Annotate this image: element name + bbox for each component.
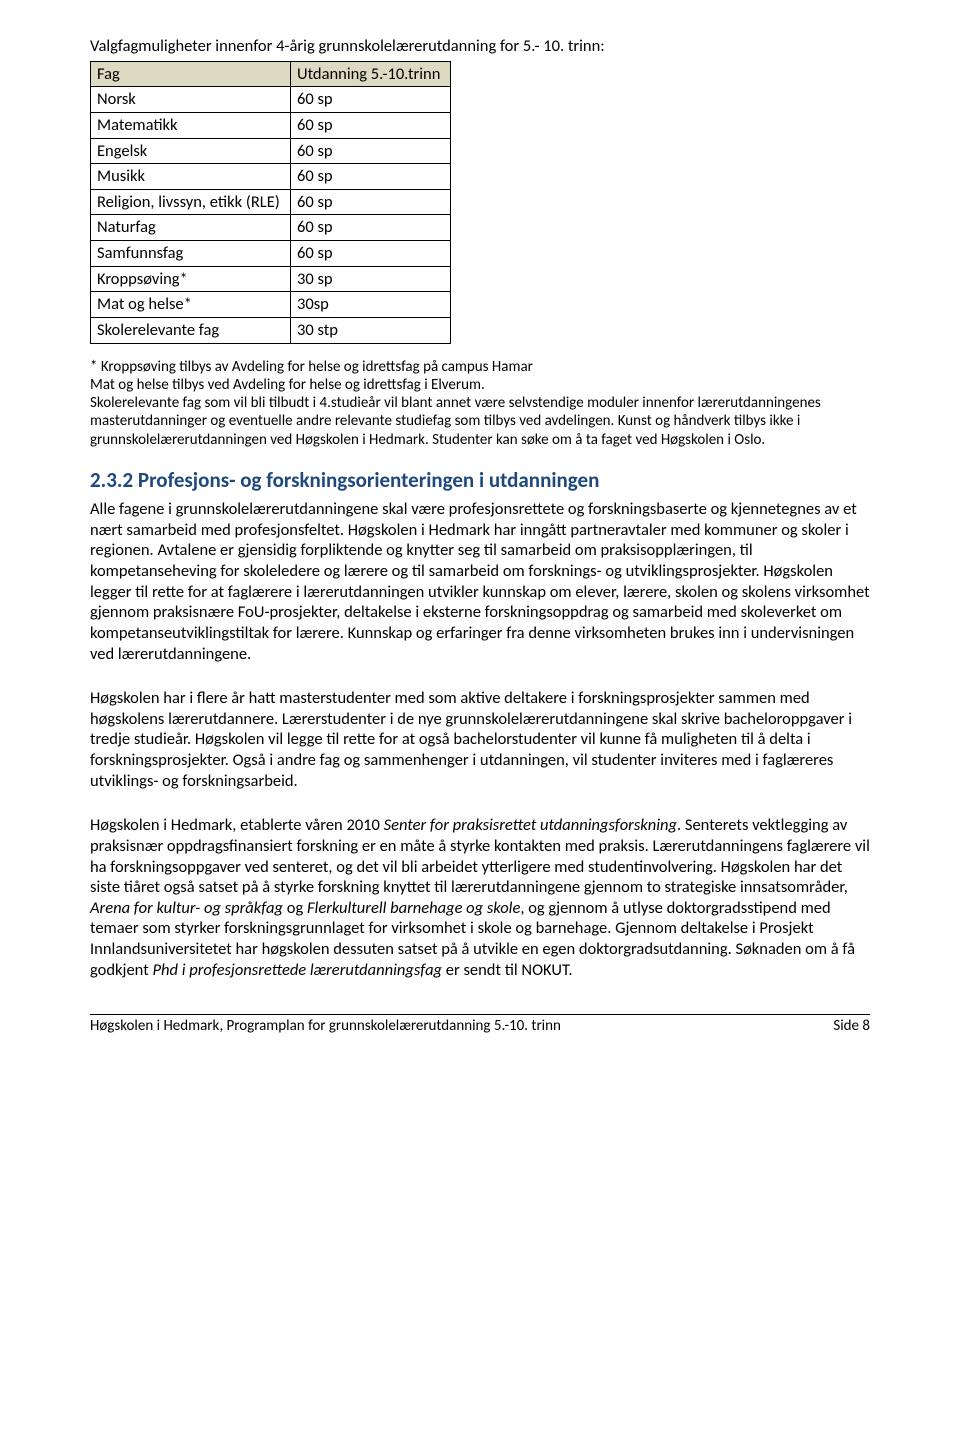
table-row: Samfunnsfag60 sp <box>91 241 451 267</box>
italic-run: Senter for praksisrettet utdanningsforsk… <box>384 815 677 835</box>
table-cell-value: 60 sp <box>291 215 451 241</box>
table-cell-value: 30 sp <box>291 266 451 292</box>
table-header-value: Utdanning 5.-10.trinn <box>291 61 451 87</box>
italic-run: Phd i profesjonsrettede lærerutdanningsf… <box>152 960 442 980</box>
footer-left: Høgskolen i Hedmark, Programplan for gru… <box>90 1017 561 1036</box>
table-cell-subject: Religion, livssyn, etikk (RLE) <box>91 189 291 215</box>
table-cell-subject: Engelsk <box>91 138 291 164</box>
table-row: Mat og helse*30sp <box>91 292 451 318</box>
table-row: Religion, livssyn, etikk (RLE)60 sp <box>91 189 451 215</box>
table-cell-value: 30sp <box>291 292 451 318</box>
table-cell-subject: Kroppsøving* <box>91 266 291 292</box>
table-cell-subject: Mat og helse* <box>91 292 291 318</box>
table-cell-value: 60 sp <box>291 138 451 164</box>
table-cell-value: 60 sp <box>291 189 451 215</box>
table-row: Kroppsøving*30 sp <box>91 266 451 292</box>
body-paragraph: Høgskolen har i flere år hatt masterstud… <box>90 688 870 791</box>
document-page: Valgfagmuligheter innenfor 4-årig grunns… <box>0 0 960 1056</box>
table-row: Skolerelevante fag30 stp <box>91 317 451 343</box>
italic-run: Flerkulturell barnehage og skole <box>307 898 520 918</box>
table-header-row: Fag Utdanning 5.-10.trinn <box>91 61 451 87</box>
footer-right: Side 8 <box>833 1017 870 1036</box>
table-row: Norsk60 sp <box>91 87 451 113</box>
page-footer: Høgskolen i Hedmark, Programplan for gru… <box>90 1014 870 1036</box>
table-cell-subject: Skolerelevante fag <box>91 317 291 343</box>
text-run: og <box>283 898 307 918</box>
intro-text: Valgfagmuligheter innenfor 4-årig grunns… <box>90 36 870 57</box>
table-cell-subject: Samfunnsfag <box>91 241 291 267</box>
footnote-line: Skolerelevante fag som vil bli tilbudt i… <box>90 394 821 449</box>
table-cell-subject: Matematikk <box>91 112 291 138</box>
table-cell-value: 60 sp <box>291 164 451 190</box>
table-cell-value: 60 sp <box>291 241 451 267</box>
table-body: Norsk60 spMatematikk60 spEngelsk60 spMus… <box>91 87 451 343</box>
section-heading: 2.3.2 Profesjons- og forskningsorienteri… <box>90 467 870 493</box>
table-cell-value: 30 stp <box>291 317 451 343</box>
table-header-subject: Fag <box>91 61 291 87</box>
body-paragraph: Alle fagene i grunnskolelærerutdanningen… <box>90 499 870 664</box>
footnote-line: * Kroppsøving tilbys av Avdeling for hel… <box>90 358 533 376</box>
table-row: Matematikk60 sp <box>91 112 451 138</box>
table-cell-value: 60 sp <box>291 87 451 113</box>
footnote-line: Mat og helse tilbys ved Avdeling for hel… <box>90 376 485 394</box>
italic-run: Arena for kultur- og språkfag <box>90 898 283 918</box>
table-cell-value: 60 sp <box>291 112 451 138</box>
table-cell-subject: Naturfag <box>91 215 291 241</box>
table-row: Engelsk60 sp <box>91 138 451 164</box>
footnote-block: * Kroppsøving tilbys av Avdeling for hel… <box>90 358 870 449</box>
table-cell-subject: Musikk <box>91 164 291 190</box>
text-run: Høgskolen i Hedmark, etablerte våren 201… <box>90 815 384 835</box>
table-row: Musikk60 sp <box>91 164 451 190</box>
body-paragraph: Høgskolen i Hedmark, etablerte våren 201… <box>90 815 870 980</box>
table-cell-subject: Norsk <box>91 87 291 113</box>
subject-table: Fag Utdanning 5.-10.trinn Norsk60 spMate… <box>90 61 451 344</box>
table-row: Naturfag60 sp <box>91 215 451 241</box>
text-run: er sendt til NOKUT. <box>442 960 572 980</box>
